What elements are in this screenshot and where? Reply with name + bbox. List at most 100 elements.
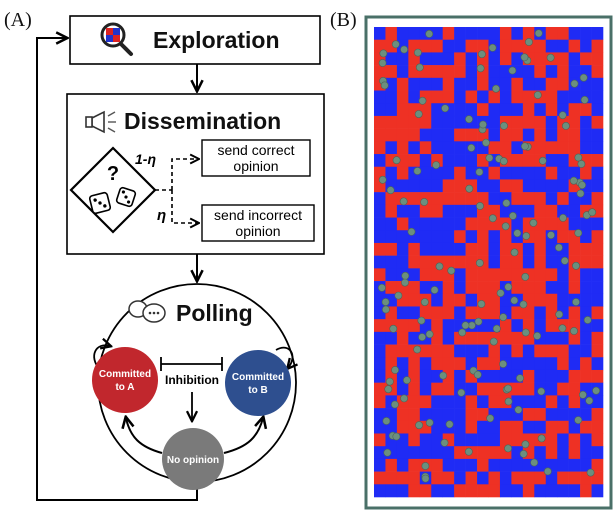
arena-tile <box>499 128 512 142</box>
arena-tile <box>442 128 455 142</box>
send-incorrect-line2: opinion <box>235 223 280 239</box>
arena-tile <box>465 204 478 218</box>
arena-tile <box>591 217 604 231</box>
arena-tile <box>442 382 455 396</box>
arena-tile <box>419 382 432 396</box>
robot-agent <box>392 432 401 441</box>
arena-tile <box>568 319 581 333</box>
arena-tile <box>488 471 501 485</box>
arena-tile <box>374 458 386 472</box>
arena-tile <box>545 90 558 104</box>
arena-tile <box>408 306 421 320</box>
arena-tile <box>396 103 409 117</box>
arena-tile <box>477 230 489 244</box>
arena-tile <box>511 458 524 472</box>
arena-tile <box>545 293 558 307</box>
robot-agent <box>418 96 427 105</box>
arena-tile <box>488 230 501 244</box>
robot-agent <box>537 387 546 396</box>
arena-tile <box>568 382 581 396</box>
arena-tile <box>442 154 455 168</box>
arena-tile <box>477 382 489 396</box>
robot-agent <box>391 366 399 374</box>
robot-agent <box>592 386 600 395</box>
arena-tile <box>534 128 547 142</box>
robot-agent <box>439 371 447 380</box>
arena-tile <box>499 103 512 117</box>
arena-tile <box>408 192 421 206</box>
arena-tile <box>374 357 386 371</box>
arena-tile <box>511 471 524 485</box>
arena-tile <box>465 382 478 396</box>
arena-tile <box>580 103 592 117</box>
arena-tile <box>511 166 524 180</box>
robot-agent <box>382 417 391 425</box>
arena-tile <box>557 141 569 155</box>
arena-tile <box>545 141 558 155</box>
arena-tile <box>511 268 524 282</box>
arena-tile <box>568 306 581 320</box>
arena-tile <box>511 179 524 193</box>
arena-tile <box>374 65 386 79</box>
arena-tile <box>385 408 398 422</box>
arena-tile <box>374 395 386 409</box>
robot-agent <box>445 420 454 429</box>
arena-tile <box>568 192 581 206</box>
arena-tile <box>534 395 547 409</box>
arena-tile <box>408 115 421 129</box>
arena-tile <box>511 319 524 333</box>
arena-tile <box>419 357 432 371</box>
arena-tile <box>385 395 398 409</box>
arena-tile <box>442 192 455 206</box>
arena-tile <box>568 103 581 117</box>
arena-tile <box>465 255 478 269</box>
robot-agent <box>530 458 539 467</box>
arena-tile <box>557 217 569 231</box>
arena-tile <box>545 344 558 358</box>
arena-tile <box>431 433 443 447</box>
robot-agent <box>519 300 528 309</box>
arena-tile <box>419 166 432 180</box>
arena-tile <box>431 192 443 206</box>
arena-tile <box>408 52 421 66</box>
arena-tile <box>408 204 421 218</box>
arena-tile <box>477 154 489 168</box>
arena-tile <box>545 166 558 180</box>
robot-agent <box>513 229 522 238</box>
arena-tile <box>431 128 443 142</box>
arena-tile <box>408 179 421 193</box>
robot-agent <box>465 115 473 124</box>
arena-tile <box>568 39 581 53</box>
arena-tile <box>557 446 569 460</box>
arena-tile <box>522 204 535 218</box>
robot-agent <box>514 405 523 414</box>
arena-tile <box>522 306 535 320</box>
robot-agent <box>525 38 533 46</box>
arena-tile <box>534 242 547 256</box>
arena-tile <box>591 90 604 104</box>
arena-tile <box>465 484 478 498</box>
arena-tile <box>580 192 592 206</box>
arena-tile <box>374 103 386 117</box>
robot-agent <box>588 208 597 217</box>
arena-tile <box>580 331 592 345</box>
arena-tile <box>374 306 386 320</box>
robot-agent <box>574 229 583 237</box>
robot-agent <box>562 122 570 130</box>
arena-tile <box>580 357 592 371</box>
arena-tile <box>545 77 558 91</box>
robot-agent <box>465 184 474 193</box>
arena-tile <box>499 179 512 193</box>
arena-tile <box>511 77 524 91</box>
arena-tile <box>499 331 512 345</box>
arena-tile <box>465 39 478 53</box>
robot-agent <box>400 394 408 403</box>
arena-tile <box>591 420 604 434</box>
robot-agent <box>474 317 483 326</box>
panel-a-label: (A) <box>4 9 32 31</box>
arena-tile <box>396 154 409 168</box>
arena-tile <box>396 420 409 434</box>
arena-tile <box>580 268 592 282</box>
arena-tile <box>454 154 466 168</box>
arena-tile <box>568 446 581 460</box>
